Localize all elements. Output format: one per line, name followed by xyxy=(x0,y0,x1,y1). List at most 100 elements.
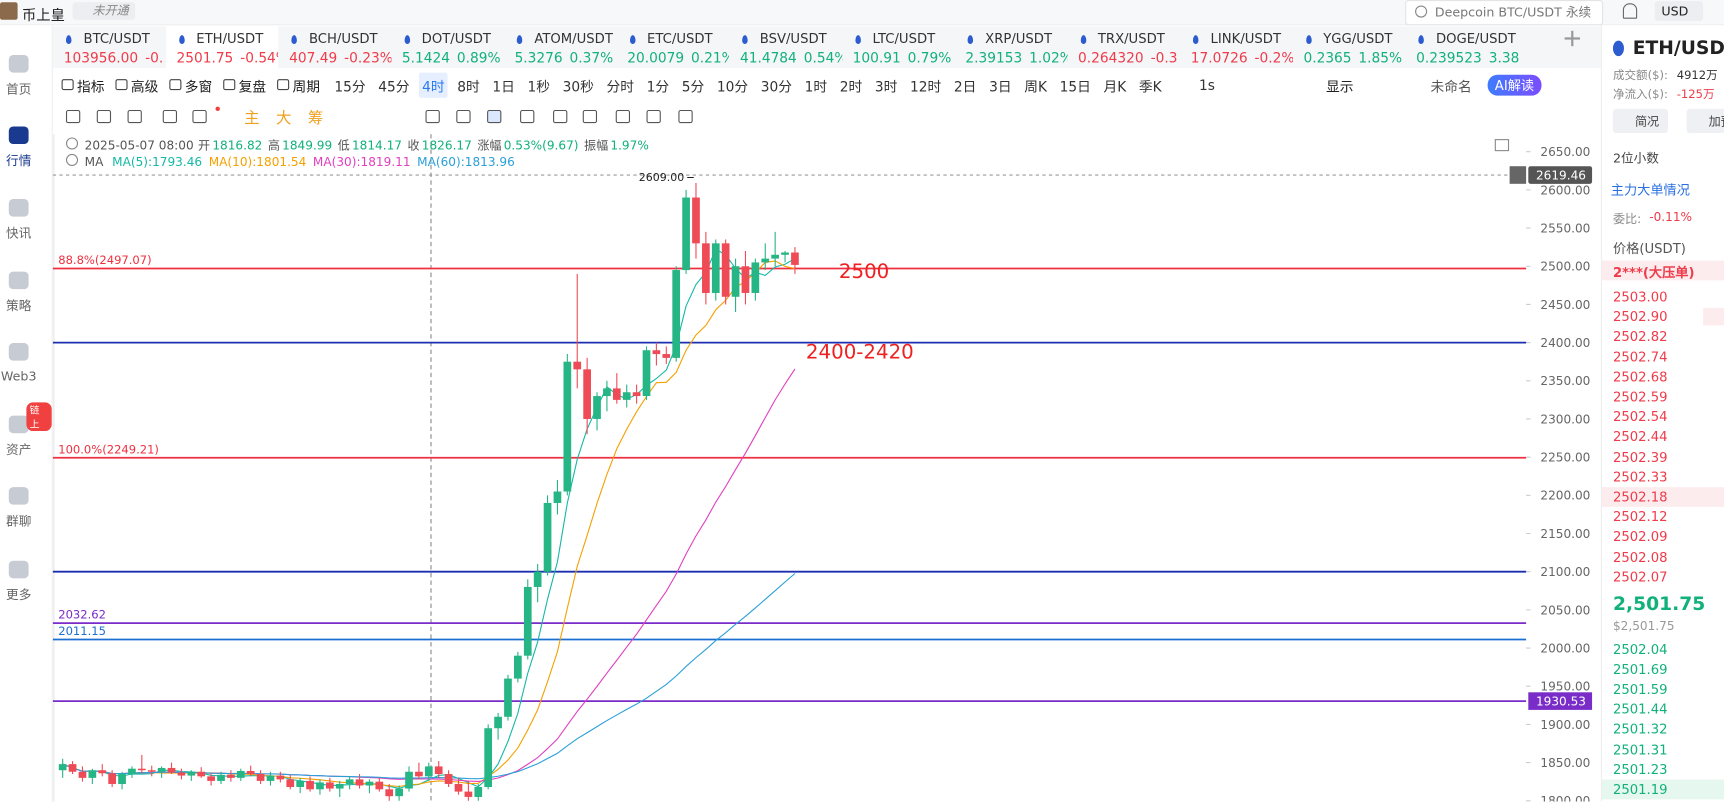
bell-icon[interactable] xyxy=(1622,3,1638,19)
display-toggle[interactable]: 显示 xyxy=(1325,77,1354,95)
bid-price[interactable]: 2501.19 xyxy=(1612,781,1668,797)
search-text[interactable]: Deepcoin BTC/USDT 永续 xyxy=(1434,4,1592,20)
ask-price[interactable]: 2502.39 xyxy=(1612,449,1668,465)
ticker-tab[interactable]: BTC/USDT 103956.00 -0. xyxy=(53,26,166,68)
interval[interactable]: 4时 xyxy=(418,72,448,98)
nav-label[interactable]: 群聊 xyxy=(6,513,32,529)
nav-icon[interactable] xyxy=(8,126,29,145)
interval[interactable]: 12时 xyxy=(910,77,942,95)
nav-icon[interactable] xyxy=(8,343,29,361)
decimals[interactable]: 2位小数 xyxy=(1612,150,1659,167)
ticker-tab[interactable]: DOT/USDT 5.1424 0.89% xyxy=(391,26,504,68)
bid-price[interactable]: 2501.31 xyxy=(1612,741,1668,758)
bid-price[interactable]: 2501.59 xyxy=(1612,681,1668,698)
ask-price[interactable]: 2502.08 xyxy=(1612,549,1668,565)
interval[interactable]: 1时 xyxy=(804,77,828,95)
ticker-tab[interactable]: LINK/USDT 17.0726 -0.2% xyxy=(1180,26,1293,68)
bid-price[interactable]: 2502.04 xyxy=(1612,642,1668,658)
bid-price[interactable]: 2501.23 xyxy=(1612,761,1668,777)
draw-tool-icon[interactable] xyxy=(615,109,631,124)
nav-label[interactable]: 更多 xyxy=(6,587,32,603)
interval[interactable]: 45分 xyxy=(378,77,410,95)
nav-icon[interactable] xyxy=(8,415,29,434)
toolbar-item[interactable]: 指标 xyxy=(61,74,104,95)
panel-tab[interactable]: 加预 xyxy=(1686,108,1724,134)
currency-select[interactable]: USD xyxy=(1654,1,1704,21)
indicator-tool[interactable]: 筹 xyxy=(307,109,324,128)
draw-tool-icon[interactable] xyxy=(425,109,440,124)
draw-tool-icon[interactable] xyxy=(65,109,81,124)
toolbar-item[interactable]: 多窗 xyxy=(169,74,212,95)
status-pill[interactable]: 未开通 xyxy=(72,2,136,20)
interval[interactable]: 10分 xyxy=(716,77,749,95)
interval[interactable]: 周K xyxy=(1024,77,1047,95)
draw-tool-icon[interactable] xyxy=(520,109,535,124)
ask-price[interactable]: 2502.44 xyxy=(1612,429,1668,445)
nav-label[interactable]: 策略 xyxy=(6,297,32,314)
nav-label[interactable]: 快讯 xyxy=(6,225,32,241)
nav-label[interactable]: 行情 xyxy=(6,152,32,169)
ask-price[interactable]: 2502.90 xyxy=(1612,309,1668,325)
interval[interactable]: 1秒 xyxy=(527,77,550,95)
interval[interactable]: 季K xyxy=(1138,77,1162,95)
interval[interactable]: 月K xyxy=(1103,77,1127,95)
interval[interactable]: 8时 xyxy=(457,77,480,95)
interval[interactable]: 3日 xyxy=(989,77,1012,95)
bid-price[interactable]: 2501.32 xyxy=(1612,721,1668,738)
ticker-tab[interactable]: BCH/USDT 407.49 -0.23% xyxy=(278,26,391,68)
ask-price[interactable]: 2502.54 xyxy=(1612,409,1668,425)
ask-price[interactable]: 2502.07 xyxy=(1612,569,1668,585)
main-orders[interactable]: 主力大单情况 xyxy=(1610,182,1690,198)
draw-tool-icon[interactable] xyxy=(127,109,142,124)
draw-tool-icon[interactable] xyxy=(456,109,471,124)
nav-label[interactable]: Web3 xyxy=(0,368,37,384)
ask-price[interactable]: 2502.33 xyxy=(1612,469,1668,485)
ai-button[interactable]: AI解读 xyxy=(1487,74,1542,96)
draw-tool-icon[interactable] xyxy=(553,109,568,124)
panel-tab[interactable]: 简况 xyxy=(1612,108,1668,134)
interval[interactable]: 2时 xyxy=(839,77,863,95)
draw-tool-icon[interactable] xyxy=(646,109,661,124)
interval[interactable]: 15日 xyxy=(1059,77,1091,95)
ticker-tab[interactable]: DOGE/USDT 0.239523 3.38 xyxy=(1405,26,1518,68)
layout-name[interactable]: 未命名 xyxy=(1430,77,1472,95)
nav-label[interactable]: 首页 xyxy=(6,81,32,97)
indicator-tool[interactable]: 大 xyxy=(275,109,292,128)
ask-price[interactable]: 2502.74 xyxy=(1612,349,1668,365)
nav-icon[interactable] xyxy=(8,54,29,73)
nav-icon[interactable] xyxy=(8,487,29,505)
ticker-tab[interactable]: ATOM/USDT 5.3276 0.37% xyxy=(504,26,617,68)
ask-price[interactable]: 2502.09 xyxy=(1612,529,1668,545)
interval[interactable]: 1s xyxy=(1199,76,1215,93)
interval[interactable]: 1日 xyxy=(492,77,515,95)
interval[interactable]: 分时 xyxy=(606,77,634,95)
nav-icon[interactable] xyxy=(8,560,29,579)
interval[interactable]: 30分 xyxy=(760,77,793,95)
draw-tool-icon[interactable] xyxy=(96,109,112,124)
add-tab-v[interactable] xyxy=(1571,30,1574,47)
ask-price[interactable]: 2502.18 xyxy=(1612,489,1668,505)
ask-price[interactable]: 2502.68 xyxy=(1612,369,1668,385)
draw-tool-icon[interactable] xyxy=(487,109,502,124)
draw-tool-icon[interactable] xyxy=(678,109,693,124)
ask-price[interactable]: 2502.59 xyxy=(1612,389,1668,405)
toolbar-item[interactable]: 复盘 xyxy=(223,74,266,95)
info-toggle[interactable] xyxy=(65,137,79,150)
ask-price[interactable]: 2502.82 xyxy=(1612,329,1668,345)
draw-tool-icon[interactable] xyxy=(582,109,598,124)
toolbar-item[interactable]: 周期 xyxy=(277,74,320,95)
toolbar-item[interactable]: 高级 xyxy=(115,74,158,95)
interval[interactable]: 1分 xyxy=(646,77,670,95)
interval[interactable]: 5分 xyxy=(681,77,705,95)
interval[interactable]: 30秒 xyxy=(562,77,594,95)
search-box[interactable] xyxy=(1405,0,1604,26)
ticker-tab[interactable]: TRX/USDT 0.264320 -0.3 xyxy=(1067,26,1180,68)
nav-icon[interactable] xyxy=(8,271,29,290)
ticker-tab[interactable]: XRP/USDT 2.39153 1.02% xyxy=(954,26,1067,68)
bid-price[interactable]: 2501.44 xyxy=(1612,701,1668,718)
ticker-tab[interactable]: LTC/USDT 100.91 0.79% xyxy=(842,26,955,68)
interval[interactable]: 2日 xyxy=(953,77,977,95)
interval[interactable]: 3时 xyxy=(874,77,898,95)
nav-label[interactable]: 资产 xyxy=(6,441,32,458)
ticker-tab[interactable]: ETC/USDT 20.0079 0.21% xyxy=(616,26,729,68)
